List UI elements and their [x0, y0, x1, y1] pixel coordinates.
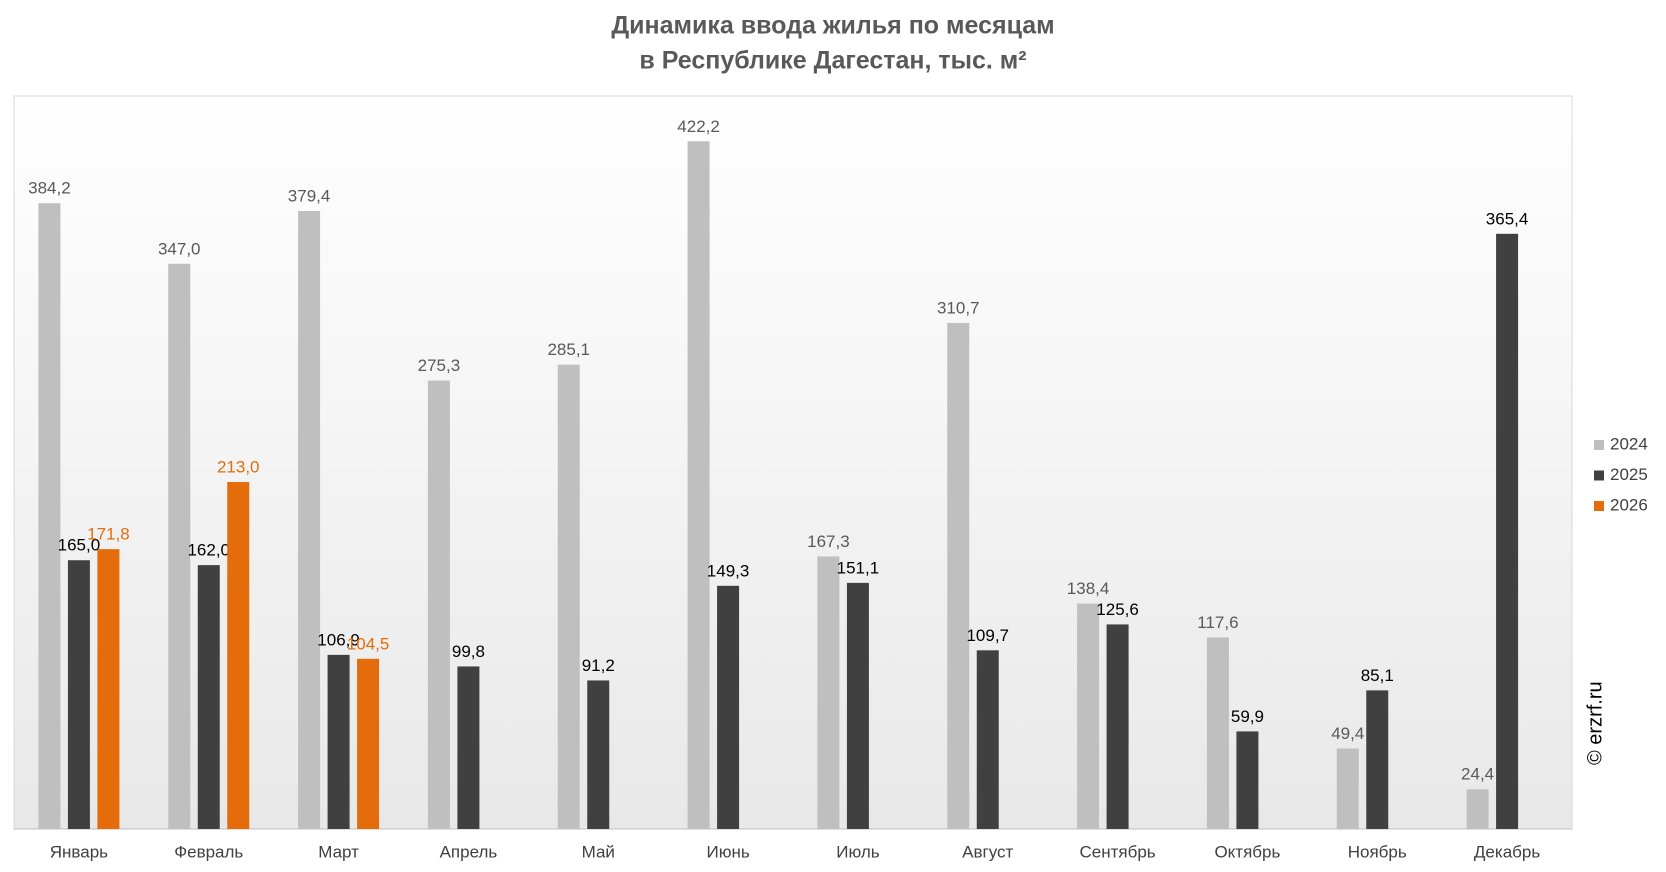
value-label: 151,1	[837, 558, 880, 577]
value-label: 117,6	[1197, 613, 1238, 632]
value-label: 275,3	[418, 356, 461, 375]
x-tick-label: Ноябрь	[1348, 842, 1407, 861]
bar	[717, 585, 740, 829]
bar	[97, 549, 120, 829]
value-label: 85,1	[1361, 666, 1394, 685]
value-label: 91,2	[582, 656, 615, 675]
x-tick-label: Январь	[50, 842, 108, 861]
bar	[427, 380, 450, 829]
value-label: 149,3	[707, 561, 750, 580]
legend-label: 2025	[1610, 465, 1648, 484]
value-label: 384,2	[28, 179, 71, 198]
legend-swatch	[1594, 470, 1604, 481]
bar	[687, 141, 710, 830]
value-label: 138,4	[1067, 579, 1110, 598]
bar	[357, 658, 380, 829]
bar	[1106, 624, 1129, 829]
bar	[557, 364, 580, 829]
bar	[327, 654, 350, 829]
bar	[1336, 748, 1359, 829]
watermark: © erzrf.ru	[1584, 681, 1606, 765]
bar	[947, 322, 970, 829]
x-tick-label: Апрель	[440, 842, 498, 861]
bar	[168, 263, 191, 830]
bar	[197, 565, 220, 829]
legend-label: 2026	[1610, 495, 1648, 514]
value-label: 99,8	[452, 642, 485, 661]
x-tick-label: Март	[318, 842, 359, 861]
bar	[1466, 789, 1489, 829]
plot-area	[13, 95, 1573, 830]
x-tick-label: Август	[962, 842, 1013, 861]
value-label: 379,4	[288, 186, 331, 205]
value-label: 422,2	[677, 117, 720, 136]
value-label: 171,8	[87, 525, 130, 544]
value-label: 106,9	[317, 630, 360, 649]
value-label: 49,4	[1331, 724, 1364, 743]
x-tick-label: Октябрь	[1214, 842, 1280, 861]
legend-label: 2024	[1610, 434, 1648, 453]
value-label: 162,0	[187, 541, 230, 560]
value-label: 285,1	[547, 340, 590, 359]
value-label: 310,7	[937, 298, 980, 317]
legend-swatch	[1594, 440, 1604, 450]
bar	[1236, 731, 1259, 829]
bar	[457, 666, 480, 829]
value-label: 125,6	[1096, 600, 1139, 619]
bar	[298, 210, 321, 829]
chart-title: Динамика ввода жилья по месяцам	[611, 12, 1054, 40]
value-label: 24,4	[1461, 765, 1494, 784]
bar	[227, 482, 250, 829]
value-label: 167,3	[807, 532, 850, 551]
x-tick-label: Декабрь	[1474, 842, 1540, 861]
value-label: 109,7	[966, 626, 1009, 645]
value-label: 347,0	[158, 239, 201, 258]
x-tick-label: Февраль	[174, 842, 243, 861]
value-label: 104,5	[347, 634, 390, 653]
value-label: 365,4	[1486, 209, 1529, 228]
x-tick-label: Июнь	[706, 842, 749, 861]
bar	[1366, 690, 1389, 829]
value-label: 59,9	[1231, 707, 1264, 726]
bar	[846, 582, 869, 829]
bar	[67, 560, 90, 829]
bar	[38, 203, 61, 829]
bar	[1496, 233, 1519, 829]
x-tick-label: Сентябрь	[1079, 842, 1155, 861]
x-tick-label: Май	[582, 842, 615, 861]
bar	[1077, 603, 1100, 829]
bar	[1206, 637, 1229, 829]
value-label: 165,0	[58, 536, 101, 555]
value-label: 213,0	[217, 458, 260, 477]
bar	[817, 556, 840, 829]
x-tick-label: Июль	[836, 842, 880, 861]
bar	[587, 680, 610, 829]
bar	[976, 650, 999, 829]
chart-subtitle: в Республике Дагестан, тыс. м²	[639, 47, 1026, 75]
legend-swatch	[1594, 501, 1604, 511]
